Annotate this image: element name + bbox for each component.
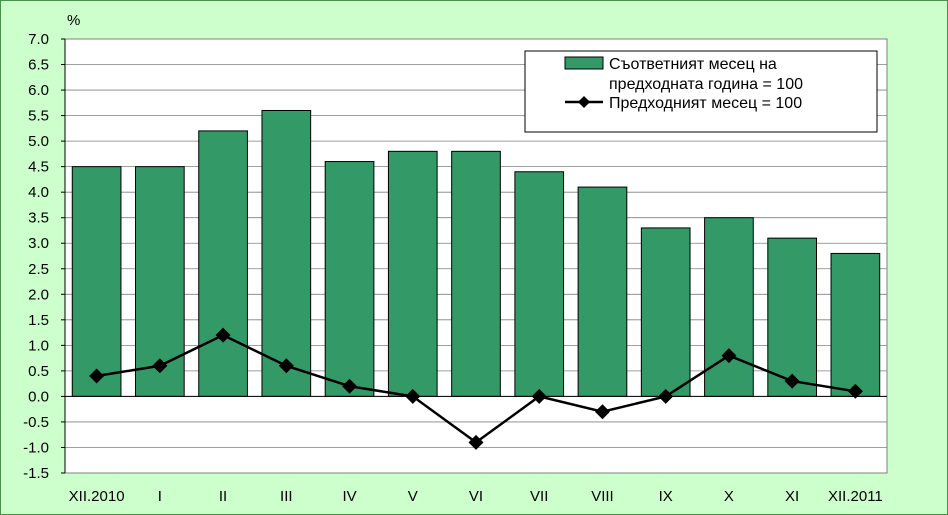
- unit-label: %: [67, 12, 80, 29]
- line-series: [89, 327, 863, 450]
- x-tick-label: III: [280, 488, 293, 505]
- line-marker: [215, 327, 231, 343]
- x-tick-label: VIII: [591, 488, 614, 505]
- line-marker: [531, 388, 547, 404]
- legend-bar-swatch: [564, 56, 604, 70]
- axes: [64, 39, 887, 473]
- bar: [514, 171, 565, 397]
- x-tick-label: I: [158, 488, 162, 505]
- y-tick-label: -1.5: [23, 465, 49, 482]
- y-tick-label: 2.5: [28, 261, 49, 278]
- line-marker: [278, 358, 294, 374]
- bar: [640, 227, 691, 397]
- y-tick-labels: 7.0 6.5 6.0 5.5 5.0 4.5 4.0 3.5 3.0 2.5 2.0 1.5 1.0 0…: [23, 31, 49, 482]
- bar: [324, 161, 375, 397]
- line-marker: [89, 368, 105, 384]
- y-tick-label: 3.0: [28, 235, 49, 252]
- bar: [71, 166, 122, 397]
- y-tick-label: 1.5: [28, 312, 49, 329]
- y-tick-label: 0.5: [28, 363, 49, 380]
- bar: [451, 150, 501, 397]
- line-marker: [405, 388, 421, 404]
- bar: [577, 186, 628, 397]
- y-tick-label: 3.5: [28, 210, 49, 227]
- bar: [704, 217, 754, 397]
- line-marker: [594, 404, 610, 420]
- legend-bar-label-line1: Съответният месец на: [609, 56, 777, 73]
- x-tick-label: XI: [785, 488, 799, 505]
- legend-line-marker: [578, 96, 590, 108]
- line-marker: [721, 348, 737, 364]
- y-tick-label: -1.0: [23, 439, 49, 456]
- y-tick-label: 6.5: [28, 57, 49, 74]
- y-tick-label: 2.0: [28, 286, 49, 303]
- bar: [830, 252, 881, 397]
- legend-bar-label-line2: предходната година = 100: [609, 76, 803, 93]
- y-tick-label: 4.5: [28, 159, 49, 176]
- x-tick-label: XII.2010: [69, 488, 125, 505]
- bar: [198, 130, 248, 397]
- line-marker: [468, 434, 484, 450]
- line-marker: [342, 378, 358, 394]
- x-tick-label: IV: [342, 488, 356, 505]
- y-tick-label: 6.0: [28, 82, 49, 99]
- bar: [387, 150, 438, 397]
- x-tick-label: VI: [469, 488, 483, 505]
- y-tick-label: 4.0: [28, 184, 49, 201]
- line-marker: [784, 373, 800, 389]
- x-tick-label: II: [219, 488, 227, 505]
- x-tick-label: XII.2011: [828, 488, 883, 505]
- line-marker: [658, 388, 674, 404]
- bar: [261, 109, 312, 397]
- y-tick-label: 7.0: [28, 31, 49, 48]
- bar-series: [71, 109, 881, 397]
- line-marker: [152, 358, 168, 374]
- x-tick-label: V: [408, 488, 418, 505]
- legend-line-label: Предходният месец = 100: [609, 95, 802, 112]
- legend: Съответният месец на предходната година …: [524, 50, 878, 133]
- bar: [767, 237, 817, 397]
- y-tick-label: 0.0: [28, 388, 49, 405]
- y-tick-label: 5.0: [28, 133, 49, 150]
- x-tick-label: IX: [659, 488, 673, 505]
- x-tick-labels: XII.2010 I II III IV V VI VII VIII IX X XI XII.2011: [69, 488, 883, 505]
- x-tick-label: X: [724, 488, 734, 505]
- y-tick-label: -0.5: [23, 414, 49, 431]
- y-tick-label: 1.0: [28, 337, 49, 354]
- x-tick-label: VII: [530, 488, 548, 505]
- y-tick-label: 5.5: [28, 108, 49, 125]
- line-marker: [847, 383, 863, 399]
